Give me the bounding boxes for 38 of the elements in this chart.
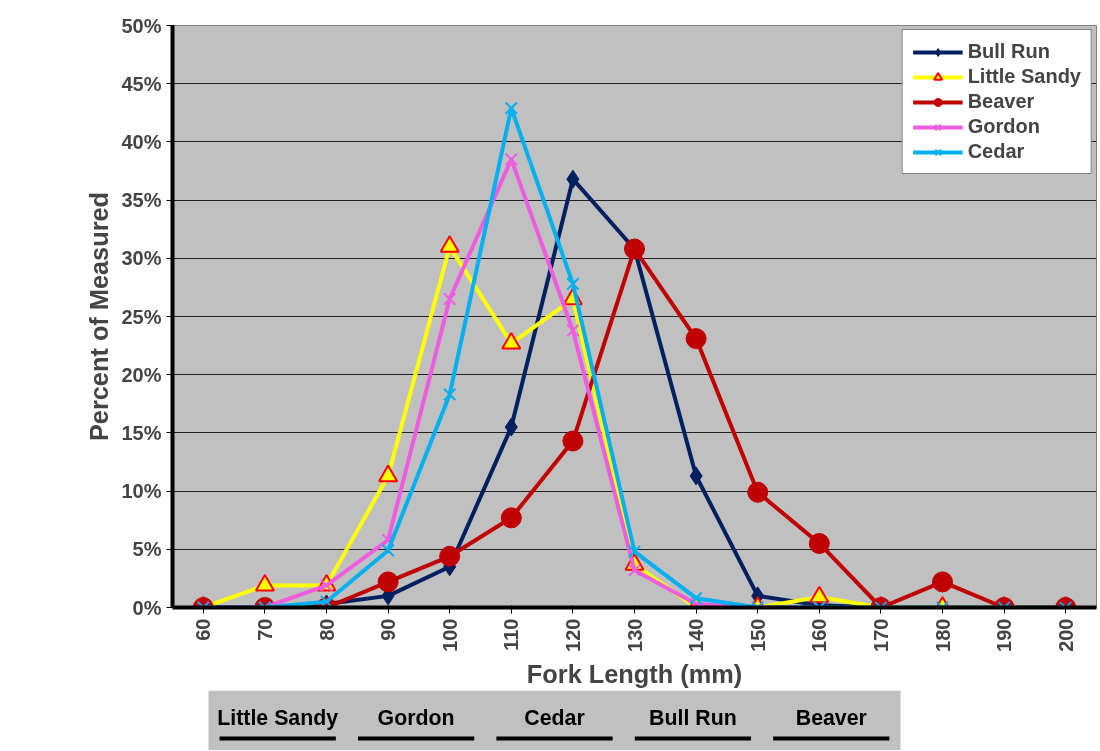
legend-label: Cedar (967, 140, 1025, 163)
x-tick-label: 160 (808, 618, 831, 652)
y-axis-title: Percent of Measured (85, 191, 114, 442)
legend-label: Bull Run (967, 40, 1050, 63)
x-tick-label: 180 (931, 618, 954, 652)
x-tick-label: 140 (685, 618, 708, 652)
x-axis-title: Fork Length (mm) (526, 659, 743, 688)
x-tick-label: 60 (192, 618, 215, 641)
x-tick-label: 90 (377, 618, 400, 641)
y-tick-label: 5% (132, 538, 162, 561)
x-tick-label: 170 (869, 618, 892, 652)
legend-label: Little Sandy (967, 65, 1081, 88)
text: Gordon (377, 705, 455, 730)
x-tick-label: 80 (315, 618, 338, 641)
x-tick-label: 150 (746, 618, 769, 652)
y-tick-label: 35% (121, 189, 162, 212)
y-tick-label: 10% (121, 480, 162, 503)
x-tick-label: 100 (438, 618, 461, 652)
legend-label: Beaver (967, 90, 1035, 113)
x-tick-label: 110 (500, 618, 523, 651)
x-tick-label: 120 (561, 618, 584, 652)
x-tick-label: 130 (623, 618, 646, 652)
y-tick-label: 40% (121, 130, 162, 153)
x-tick-label: 200 (1054, 618, 1077, 652)
y-tick-label: 20% (121, 363, 162, 386)
text: Bull Run (649, 705, 737, 730)
text: Beaver (795, 705, 867, 730)
y-tick-label: 45% (121, 72, 162, 95)
y-tick-label: 0% (132, 596, 162, 619)
y-tick-label: 30% (121, 247, 162, 270)
y-tick-label: 25% (121, 305, 162, 328)
y-tick-label: 50% (121, 14, 162, 37)
x-tick-label: 70 (253, 618, 276, 641)
text: Cedar (524, 705, 585, 730)
x-tick-label: 190 (993, 618, 1016, 652)
text: Little Sandy (217, 705, 339, 730)
y-tick-label: 15% (121, 421, 162, 444)
legend-label: Gordon (967, 115, 1040, 138)
